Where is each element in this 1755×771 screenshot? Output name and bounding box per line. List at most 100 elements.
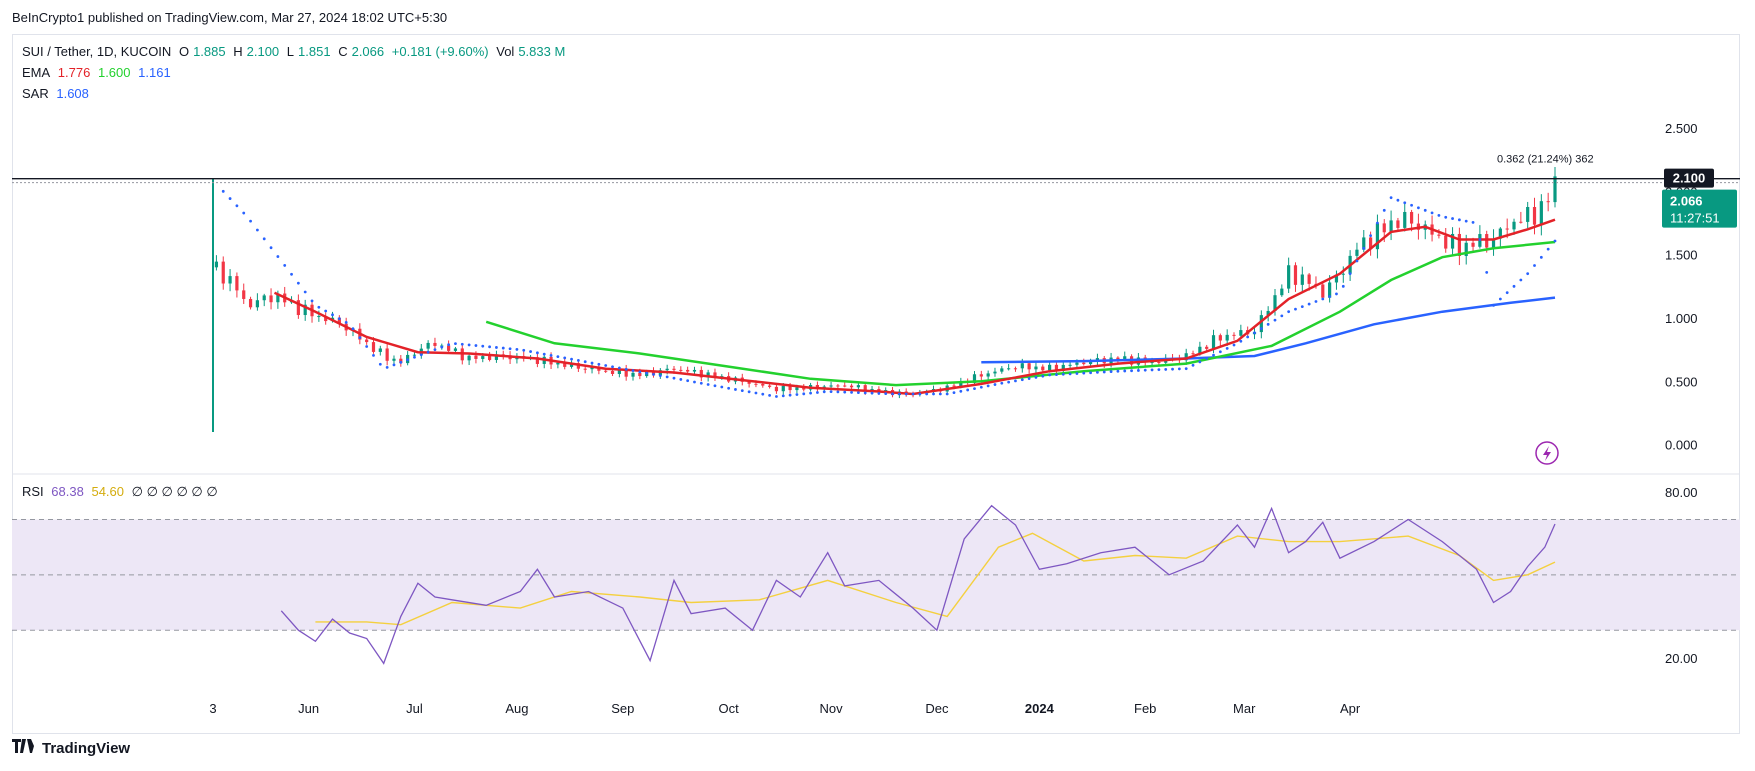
sar-dot xyxy=(488,345,491,349)
candle-body xyxy=(228,276,232,284)
sar-dot xyxy=(1109,370,1113,373)
sar-dot xyxy=(385,366,389,369)
candle-body xyxy=(829,385,833,387)
x-axis-tick: 3 xyxy=(209,701,216,716)
sar-dot xyxy=(1225,347,1229,350)
candle-body xyxy=(1034,366,1038,370)
candle-body xyxy=(638,372,642,377)
candle-body xyxy=(747,381,751,384)
sar-dot xyxy=(1184,367,1188,371)
sar-dot xyxy=(911,392,915,396)
sar-dot xyxy=(242,211,246,215)
candle-body xyxy=(1362,237,1366,250)
sar-dot xyxy=(973,387,976,390)
sar-dot xyxy=(925,392,929,396)
sar-dot xyxy=(1314,300,1318,303)
rsi-line xyxy=(280,504,1556,665)
sar-legend: SAR 1.608 xyxy=(22,86,93,101)
candle-body xyxy=(337,317,341,324)
ohlc-legend: SUI / Tether, 1D, KUCOIN O 1.885 H 2.100 L… xyxy=(22,44,569,59)
close-value: 2.066 xyxy=(351,44,385,59)
candle-body xyxy=(487,356,492,360)
sar-dot xyxy=(986,384,990,388)
sar-dot xyxy=(522,348,526,352)
candle-body xyxy=(1512,221,1516,230)
sar-dot xyxy=(317,305,321,309)
sar-dot xyxy=(433,348,437,352)
sar-dot xyxy=(672,376,676,380)
candle-body xyxy=(1498,228,1502,239)
sar-dot xyxy=(399,360,403,364)
sar-dot xyxy=(1130,369,1133,373)
candle-body xyxy=(1334,274,1339,283)
sar-dot xyxy=(822,390,826,394)
candle-body xyxy=(624,368,628,377)
candle-body xyxy=(1007,368,1011,370)
sar-dot xyxy=(747,390,751,394)
sar-dot xyxy=(235,204,239,208)
sar-dot xyxy=(290,272,293,276)
candle-body xyxy=(863,385,867,392)
candle-body xyxy=(781,385,785,392)
sar-dot xyxy=(754,391,758,395)
sar-dot xyxy=(269,246,273,250)
candle-body xyxy=(447,345,451,351)
candle-body xyxy=(768,385,772,387)
candle-body xyxy=(1321,284,1325,298)
sar-dot xyxy=(850,390,853,394)
rsi-label: RSI xyxy=(22,484,44,499)
sar-dot xyxy=(296,281,300,285)
candle-body xyxy=(1013,368,1018,370)
sar-dot xyxy=(645,371,649,375)
sar-dot xyxy=(1410,203,1413,207)
candle-body xyxy=(214,261,219,268)
sar-dot xyxy=(979,385,983,389)
candle-body xyxy=(1157,361,1161,363)
candle-body xyxy=(242,290,246,299)
sar-dot xyxy=(932,392,935,396)
sar-dot xyxy=(631,369,635,372)
lightning-icon-bolt xyxy=(1543,446,1551,461)
sar-dot xyxy=(1389,196,1393,200)
candle-body xyxy=(993,371,997,374)
x-axis-tick: 2024 xyxy=(1025,701,1055,716)
level-badge-text: 2.100 xyxy=(1673,171,1706,186)
sar-dot xyxy=(1055,373,1058,377)
footer-brand[interactable]: TradingView xyxy=(12,739,130,757)
price-axis-tick: 1.000 xyxy=(1665,311,1698,326)
sar-dot xyxy=(679,378,683,381)
candle-body xyxy=(296,300,300,316)
sar-dot xyxy=(1485,271,1489,274)
candle-body xyxy=(672,368,676,370)
sar-dot xyxy=(1143,368,1147,372)
sar-dot xyxy=(775,395,778,398)
candle-body xyxy=(761,383,765,386)
sar-dot xyxy=(283,264,287,267)
ema-fast-value: 1.776 xyxy=(57,65,91,80)
sar-dot xyxy=(870,391,874,395)
candle-body xyxy=(303,304,307,316)
low-value: 1.851 xyxy=(298,44,331,59)
rsi-ma-line xyxy=(315,532,1556,626)
candle-body xyxy=(569,363,574,367)
chart-frame[interactable] xyxy=(12,34,1740,734)
candle-body xyxy=(1211,335,1216,349)
sar-dot xyxy=(768,393,772,397)
candle-body xyxy=(1075,362,1079,365)
sar-dot xyxy=(1027,377,1031,380)
sar-dot xyxy=(413,355,416,359)
volume-value: 5.833 M xyxy=(518,44,566,59)
sar-dot xyxy=(392,363,396,367)
sar-dot xyxy=(365,345,369,348)
sar-dot xyxy=(542,352,546,356)
tradingview-logo-icon xyxy=(12,739,36,757)
candle-body xyxy=(1088,361,1093,365)
candle-body xyxy=(979,374,983,377)
candle-body xyxy=(1375,223,1380,250)
candle-body xyxy=(1218,335,1222,341)
sar-dot xyxy=(1205,357,1209,360)
ema-slow-value: 1.161 xyxy=(138,65,171,80)
sar-dot xyxy=(1471,220,1475,224)
candle-body xyxy=(597,367,601,371)
